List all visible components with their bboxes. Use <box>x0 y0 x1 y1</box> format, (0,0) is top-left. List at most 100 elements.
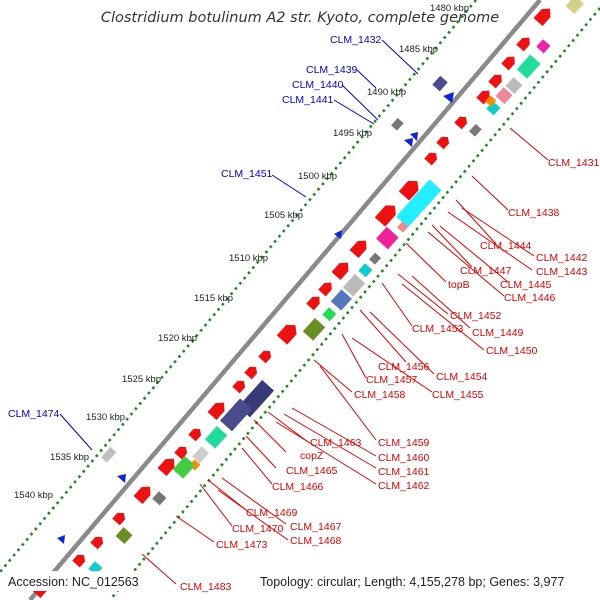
gene-feature <box>565 0 584 15</box>
gene-arrow <box>72 554 86 568</box>
gene-label[interactable]: CLM_1465 <box>286 465 338 477</box>
tick-label: 1540 kbp <box>14 490 53 501</box>
summary-box <box>256 571 596 591</box>
accession-box <box>4 571 150 591</box>
tick-label: 1495 kbp <box>333 128 372 139</box>
gene-arrow <box>501 56 515 71</box>
tick-label: 1485 kbp <box>399 44 438 55</box>
tick-label: 1525 kbp <box>122 374 161 385</box>
gene-feature <box>322 307 337 322</box>
gene-arrow <box>331 262 349 281</box>
strand-arrow-icon <box>57 535 65 544</box>
gene-feature <box>369 252 381 265</box>
accession-text: Accession: NC_012563 <box>8 575 139 589</box>
gene-label[interactable]: CLM_1460 <box>378 452 430 464</box>
gene-feature <box>536 39 551 54</box>
tick-label: 1515 kbp <box>194 293 233 304</box>
gene-label[interactable]: CLM_1439 <box>306 64 358 76</box>
strand-arrow-icon <box>410 132 418 141</box>
gene-feature <box>204 425 228 449</box>
gene-label[interactable]: CLM_1473 <box>216 539 268 551</box>
gene-label[interactable]: CLM_1452 <box>450 310 502 322</box>
gene-label[interactable]: CLM_1455 <box>432 389 484 401</box>
gene-label[interactable]: CLM_1467 <box>290 521 342 533</box>
gene-label[interactable]: CLM_1459 <box>378 437 430 449</box>
gene-label[interactable]: CLM_1463 <box>310 437 362 449</box>
gene-arrow <box>533 8 551 27</box>
gene-label[interactable]: CLM_1431 <box>548 157 600 169</box>
gene-arrow <box>207 402 225 421</box>
strand-arrow-icon <box>404 138 413 147</box>
gene-feature <box>115 527 133 545</box>
gene-arrow <box>188 428 202 442</box>
gene-label[interactable]: CLM_1468 <box>290 535 342 547</box>
gene-arrow <box>276 324 297 345</box>
gene-label[interactable]: CLM_1438 <box>508 207 560 219</box>
gene-label[interactable]: CLM_1432 <box>330 34 382 46</box>
gene-feature <box>391 117 404 131</box>
gene-label[interactable]: CLM_1444 <box>480 240 532 252</box>
gene-arrow <box>488 74 502 89</box>
gene-arrow <box>232 380 246 394</box>
gene-feature <box>302 317 326 341</box>
gene-label[interactable]: CLM_1462 <box>378 480 430 492</box>
tick-label: 1535 kbp <box>50 452 89 463</box>
gene-feature <box>516 54 541 79</box>
gene-feature <box>358 263 373 278</box>
gene-arrow <box>398 180 419 201</box>
gene-label[interactable]: CLM_1450 <box>486 345 538 357</box>
outer-tick-track <box>0 0 477 573</box>
gene-label[interactable]: CLM_1443 <box>536 266 588 278</box>
gene-feature <box>505 77 523 95</box>
gene-arrow <box>349 240 367 259</box>
gene-label[interactable]: CLM_1440 <box>292 79 344 91</box>
blue-leader-lines <box>59 39 419 451</box>
gene-feature <box>192 446 210 464</box>
gene-label[interactable]: CLM_1458 <box>354 389 406 401</box>
gene-label[interactable]: CLM_1446 <box>504 292 556 304</box>
tick-label: 1520 kbp <box>158 333 197 344</box>
gene-label[interactable]: CLM_1474 <box>8 408 60 420</box>
gene-feature <box>376 226 399 250</box>
gene-label[interactable]: CLM_1456 <box>378 361 430 373</box>
gene-feature <box>330 289 352 311</box>
gene-feature <box>152 491 167 506</box>
gene-arrow <box>436 136 450 150</box>
gene-label[interactable]: CLM_1466 <box>272 481 324 493</box>
tick-label: 1490 kbp <box>367 87 406 98</box>
red-gene-labels: CLM_1431 CLM_1438 CLM_1444 CLM_1442 CLM_… <box>180 157 600 593</box>
map-title: Clostridium botulinum A2 str. Kyoto, com… <box>101 10 499 26</box>
gene-label[interactable]: CLM_1451 <box>221 168 273 180</box>
gene-feature <box>220 398 253 432</box>
gene-label[interactable]: CLM_1442 <box>536 252 588 264</box>
gene-label[interactable]: CLM_1445 <box>500 279 552 291</box>
gene-feature <box>469 123 482 137</box>
gene-label[interactable]: copZ <box>300 450 324 462</box>
gene-arrow <box>454 116 468 130</box>
gene-arrow <box>516 37 530 52</box>
gene-label[interactable]: CLM_1454 <box>436 371 488 383</box>
gene-feature <box>495 87 513 105</box>
gene-arrow <box>244 366 258 380</box>
gene-label[interactable]: CLM_1461 <box>378 466 430 478</box>
gene-label[interactable]: CLM_1470 <box>232 523 284 535</box>
strand-arrow-icon <box>117 474 126 483</box>
genome-backbone <box>28 0 542 600</box>
gene-label[interactable]: CLM_1447 <box>460 265 512 277</box>
tick-label: 1510 kbp <box>229 253 268 264</box>
gene-label[interactable]: CLM_1457 <box>366 374 418 386</box>
gene-arrow <box>90 536 104 550</box>
gene-label[interactable]: topB <box>448 279 470 291</box>
gene-label[interactable]: CLM_1469 <box>246 507 298 519</box>
gene-arrow <box>174 446 188 460</box>
gene-label[interactable]: CLM_1453 <box>412 323 464 335</box>
gene-label[interactable]: CLM_1449 <box>472 327 524 339</box>
gene-feature <box>342 273 366 297</box>
gene-label[interactable]: CLM_1483 <box>180 581 232 593</box>
tick-label: 1500 kbp <box>298 171 337 182</box>
gene-label[interactable]: CLM_1441 <box>282 94 334 106</box>
gene-arrow <box>157 458 175 477</box>
outer-strand-features <box>57 75 454 544</box>
